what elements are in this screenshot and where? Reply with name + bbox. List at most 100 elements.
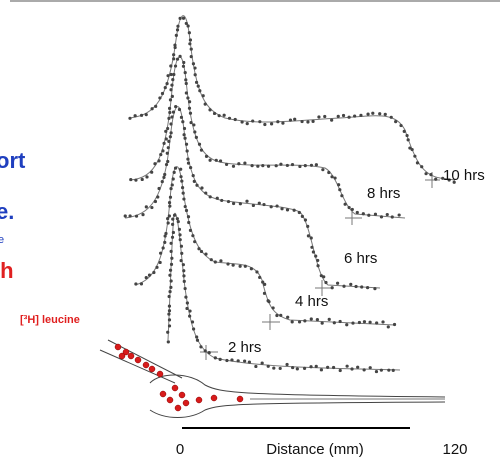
dot [144,113,148,117]
dot [187,106,192,110]
dot [167,201,172,205]
dot [340,194,344,198]
dot [434,177,438,181]
dot [258,275,262,280]
dot [165,151,169,155]
dot [322,275,326,279]
dot [167,304,172,308]
dot [159,251,163,255]
dot [128,116,132,120]
dot [362,320,367,324]
dot [128,214,132,218]
dot [184,81,188,86]
dot [255,270,259,274]
dot [170,235,175,239]
dot [314,163,318,167]
dot [349,282,353,286]
dot [295,367,299,371]
dot [222,113,226,117]
dot [173,166,178,170]
dot [366,112,370,116]
dot [245,122,249,126]
dot [188,111,193,115]
dot [391,368,395,372]
dot [162,175,166,180]
dot [309,163,314,167]
dot [383,112,387,116]
dot [263,122,267,127]
dot [166,340,170,344]
dot [243,161,247,165]
dot [150,170,154,174]
dot [208,158,212,162]
dot [327,317,331,321]
dot [389,115,393,119]
dot [181,64,186,68]
dot [271,306,275,310]
dot [336,281,340,285]
dot [150,205,154,210]
dot [163,234,167,238]
dot [188,314,192,318]
dot [447,178,451,182]
curve [167,212,401,371]
dot [178,233,182,237]
dot [158,260,162,265]
dot [371,111,375,115]
dot [233,117,237,122]
dot [171,110,176,114]
dot [267,300,271,304]
dot [262,291,267,295]
dot [236,395,244,403]
dot [338,188,342,192]
dot [170,183,174,187]
dot [162,141,166,146]
dot [212,111,217,116]
dot [177,107,182,112]
slide-text: ort [0,148,26,173]
dot [327,170,331,175]
dot [168,110,172,115]
dot [225,358,229,363]
dot [168,204,172,208]
curve-label: 8 hrs [367,185,400,202]
dot [181,120,185,124]
dot [279,162,283,166]
dot [167,214,171,218]
dot [381,320,385,324]
dot [375,321,379,325]
dot [357,320,361,325]
dot [314,254,318,258]
dot [275,313,279,318]
dot [238,202,242,206]
dot [169,72,173,77]
dot [134,214,139,218]
dot [187,100,192,104]
dot [373,287,377,291]
dot [260,361,264,365]
dot [256,164,260,168]
dot [208,195,212,199]
dot [178,54,182,58]
dot [183,286,187,291]
dot [238,264,242,268]
dot [227,116,232,120]
dot [185,301,189,305]
dot [219,259,223,263]
dot [127,352,135,360]
dot [323,114,327,119]
dot [167,318,172,322]
dot [169,262,174,267]
dot [309,365,313,369]
dot [195,338,200,342]
dot [199,148,204,152]
dot [406,138,410,142]
dot [317,115,321,119]
dot [193,130,197,134]
dot [161,149,165,153]
dot [330,175,334,179]
dot [185,306,189,311]
dot [167,106,172,110]
dot [196,84,200,88]
